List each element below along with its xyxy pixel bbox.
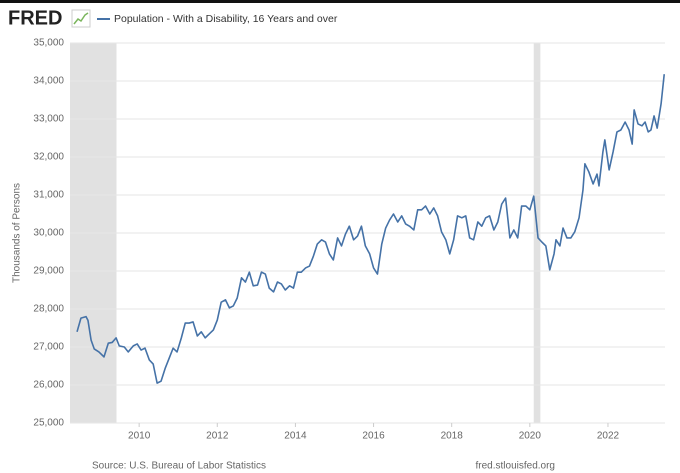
top-strip [0, 0, 680, 3]
y-tick-label: 35,000 [33, 38, 64, 49]
y-tick-label: 25,000 [33, 418, 64, 429]
x-tick-label: 2018 [441, 431, 464, 442]
y-tick-label: 33,000 [33, 114, 64, 125]
y-tick-label: 31,000 [33, 190, 64, 201]
source: Source: U.S. Bureau of Labor Statistics [92, 461, 266, 472]
logo: FRED [8, 7, 62, 29]
y-tick-label: 34,000 [33, 76, 64, 87]
legend-label: Population - With a Disability, 16 Years… [114, 13, 338, 25]
y-tick-label: 27,000 [33, 342, 64, 353]
y-tick-label: 29,000 [33, 266, 64, 277]
y-tick-label: 28,000 [33, 304, 64, 315]
x-tick-label: 2012 [206, 431, 229, 442]
x-tick-label: 2010 [128, 431, 151, 442]
x-tick-label: 2020 [519, 431, 542, 442]
logo-icon [71, 9, 91, 28]
y-tick-label: 30,000 [33, 228, 64, 239]
y-tick-label: 26,000 [33, 380, 64, 391]
y-axis-label: Thousands of Persons [12, 183, 23, 283]
data-line [76, 74, 666, 384]
url: fred.stlouisfed.org [476, 461, 556, 472]
y-tick-label: 32,000 [33, 152, 64, 163]
x-tick-label: 2014 [284, 431, 307, 442]
x-tick-label: 2016 [362, 431, 385, 442]
x-tick-label: 2022 [597, 431, 620, 442]
